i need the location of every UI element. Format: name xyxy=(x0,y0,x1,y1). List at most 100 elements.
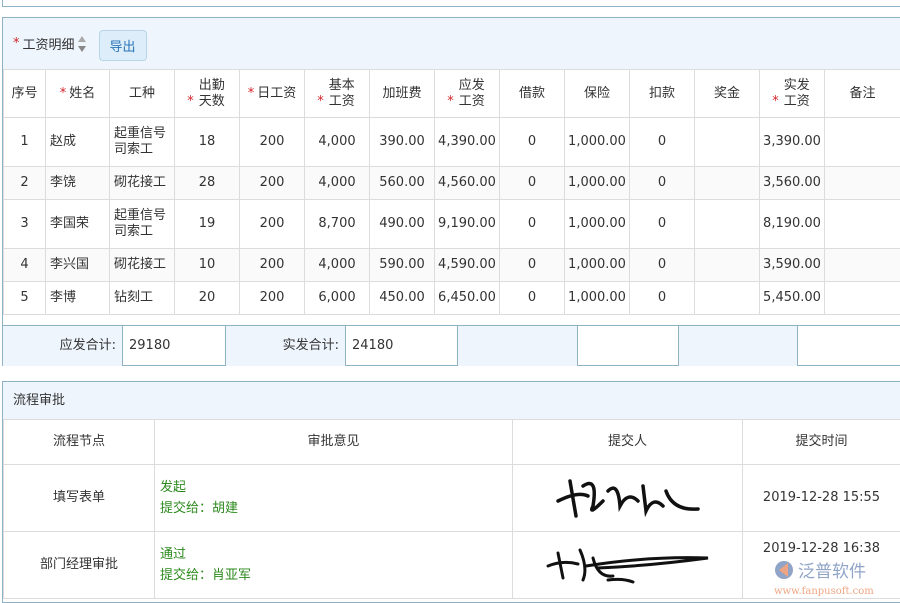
table-cell: 0 xyxy=(500,282,565,315)
table-cell: 4,560.00 xyxy=(435,167,500,200)
column-header: 序号 xyxy=(4,70,46,118)
column-header: 奖金 xyxy=(695,70,760,118)
column-label: 奖金 xyxy=(714,86,740,101)
col-node: 流程节点 xyxy=(4,420,155,465)
approval-row: 填写表单 发起提交给：胡建 2019-12-28 15:55 xyxy=(4,465,900,532)
table-cell: 2 xyxy=(4,167,46,200)
table-cell xyxy=(825,249,900,282)
svg-text:泛普软件: 泛普软件 xyxy=(798,562,866,582)
table-cell xyxy=(695,167,760,200)
table-cell: 28 xyxy=(175,167,240,200)
column-header: 备注 xyxy=(825,70,900,118)
table-cell: 200 xyxy=(240,167,305,200)
table-cell: 李博 xyxy=(46,282,110,315)
time: 2019-12-28 15:55 xyxy=(743,465,900,532)
salary-panel: * 工资明细 导出 序号*姓名工种*出勤天数*日工资*基本工资加班费*应发工资借… xyxy=(2,17,900,366)
table-cell: 1,000.00 xyxy=(565,118,630,167)
sort-icon[interactable] xyxy=(77,35,87,53)
column-label: 保险 xyxy=(584,86,610,101)
due-total-label: 应发合计: xyxy=(3,326,123,366)
table-cell xyxy=(825,200,900,249)
table-cell xyxy=(825,282,900,315)
table-cell xyxy=(695,118,760,167)
table-cell xyxy=(695,282,760,315)
column-header: 保险 xyxy=(565,70,630,118)
empty-value-cell xyxy=(798,326,900,366)
column-label: 加班费 xyxy=(382,86,421,101)
table-cell xyxy=(825,167,900,200)
table-cell: 赵成 xyxy=(46,118,110,167)
approval-panel: 流程审批 流程节点 审批意见 提交人 提交时间 填写表单 发起提交给：胡建 20… xyxy=(2,381,900,603)
table-cell: 起重信号司索工 xyxy=(110,200,175,249)
node: 部门经理审批 xyxy=(4,532,155,599)
opinion-text: 发起 xyxy=(160,477,512,498)
column-label: 日工资 xyxy=(257,86,296,101)
table-cell: 李兴国 xyxy=(46,249,110,282)
table-cell: 李国荣 xyxy=(46,200,110,249)
table-cell: 李饶 xyxy=(46,167,110,200)
column-label: 基本工资 xyxy=(327,78,357,110)
table-cell: 5,450.00 xyxy=(760,282,825,315)
table-cell: 砌花接工 xyxy=(110,167,175,200)
table-cell: 5 xyxy=(4,282,46,315)
required-star: * xyxy=(248,86,255,101)
table-cell: 起重信号司索工 xyxy=(110,118,175,167)
actual-total-value: 24180 xyxy=(346,326,458,366)
top-panel-edge xyxy=(2,0,900,7)
required-star: * xyxy=(60,86,67,101)
table-cell: 砌花接工 xyxy=(110,249,175,282)
table-cell: 4,000 xyxy=(305,249,370,282)
column-header: 借款 xyxy=(500,70,565,118)
column-header: *出勤天数 xyxy=(175,70,240,118)
actual-total-label: 实发合计: xyxy=(226,326,346,366)
column-header: *应发工资 xyxy=(435,70,500,118)
export-button[interactable]: 导出 xyxy=(99,30,147,61)
column-label: 姓名 xyxy=(69,86,95,101)
table-cell: 590.00 xyxy=(370,249,435,282)
col-submitter: 提交人 xyxy=(513,420,743,465)
table-cell: 390.00 xyxy=(370,118,435,167)
table-cell: 4,390.00 xyxy=(435,118,500,167)
signature-image xyxy=(513,532,743,599)
table-cell: 4,000 xyxy=(305,167,370,200)
column-header: 扣款 xyxy=(630,70,695,118)
table-cell: 0 xyxy=(630,282,695,315)
column-header: *姓名 xyxy=(46,70,110,118)
table-cell: 3,390.00 xyxy=(760,118,825,167)
table-cell: 200 xyxy=(240,249,305,282)
node: 填写表单 xyxy=(4,465,155,532)
table-cell: 450.00 xyxy=(370,282,435,315)
table-cell: 9,190.00 xyxy=(435,200,500,249)
due-total-value: 29180 xyxy=(123,326,226,366)
table-cell: 19 xyxy=(175,200,240,249)
col-opinion: 审批意见 xyxy=(155,420,513,465)
table-cell xyxy=(695,200,760,249)
required-star: * xyxy=(772,94,779,109)
table-cell: 200 xyxy=(240,118,305,167)
table-cell xyxy=(825,118,900,167)
salary-table: 序号*姓名工种*出勤天数*日工资*基本工资加班费*应发工资借款保险扣款奖金*实发… xyxy=(3,69,900,327)
column-label: 实发工资 xyxy=(782,78,812,110)
column-header: *日工资 xyxy=(240,70,305,118)
approval-title: 流程审批 xyxy=(3,382,900,419)
table-cell: 0 xyxy=(500,249,565,282)
table-cell: 3,560.00 xyxy=(760,167,825,200)
table-cell: 200 xyxy=(240,200,305,249)
col-time: 提交时间 xyxy=(743,420,900,465)
table-cell: 18 xyxy=(175,118,240,167)
required-star: * xyxy=(187,94,194,109)
approval-table: 流程节点 审批意见 提交人 提交时间 填写表单 发起提交给：胡建 2019-12… xyxy=(3,419,900,599)
required-star: * xyxy=(447,94,454,109)
column-header: *基本工资 xyxy=(305,70,370,118)
submit-to: 提交给：肖亚军 xyxy=(160,565,512,586)
table-cell: 10 xyxy=(175,249,240,282)
column-label: 扣款 xyxy=(649,86,675,101)
opinion: 发起提交给：胡建 xyxy=(155,465,513,532)
table-cell: 6,450.00 xyxy=(435,282,500,315)
table-cell: 8,700 xyxy=(305,200,370,249)
